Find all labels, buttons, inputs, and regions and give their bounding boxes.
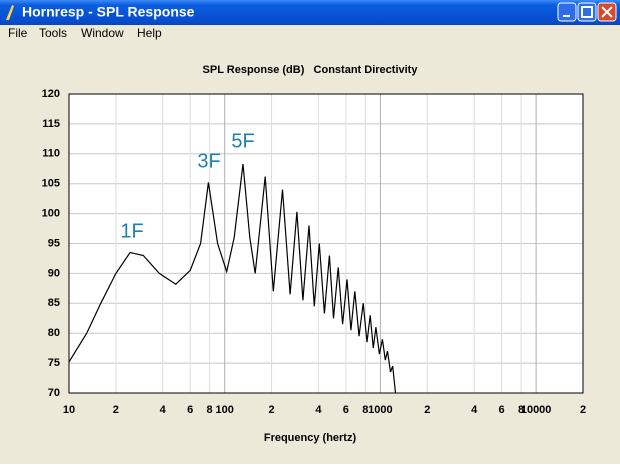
x-tick-label: 10 [63,404,75,416]
plot-frame [68,93,584,394]
title-bar [0,0,620,25]
x-axis-label: Frequency (hertz) [264,432,357,444]
y-tick-label: 115 [42,118,60,130]
x-tick-label: 4 [471,404,478,416]
chart-title: SPL Response (dB) Constant Directivity [203,64,419,76]
y-tick-label: 70 [48,387,60,399]
x-tick-label: 6 [343,404,349,416]
x-tick-label: 4 [160,404,167,416]
y-tick-label: 110 [42,148,60,160]
x-tick-label: 2 [424,404,430,416]
y-tick-label: 100 [42,208,60,220]
x-tick-label: 8 [362,404,368,416]
menu-item[interactable]: Help [137,26,162,40]
y-tick-label: 80 [48,327,60,339]
app-icon [6,5,14,20]
annotation: 1F [120,220,143,242]
y-tick-label: 85 [48,297,60,309]
y-tick-label: 95 [48,237,60,249]
annotation: 5F [231,130,254,152]
y-tick-label: 105 [42,178,60,190]
x-tick-label: 1000 [368,404,392,416]
x-tick-label: 6 [187,404,193,416]
window-title: Hornresp - SPL Response [22,4,195,20]
x-tick-label: 2 [269,404,275,416]
menu-item[interactable]: File [8,26,28,40]
menu-item[interactable]: Window [81,26,124,40]
minimize-button[interactable] [557,2,577,22]
x-tick-label: 6 [499,404,505,416]
window-controls[interactable] [557,2,617,22]
x-tick-label: 4 [315,404,322,416]
y-tick-label: 90 [48,267,60,279]
x-tick-label: 2 [113,404,119,416]
x-tick-label: 100 [216,404,234,416]
x-tick-label: 2 [580,404,586,416]
response-line [68,163,397,394]
y-tick-label: 120 [42,88,60,100]
annotation: 3F [197,150,220,172]
menu-item[interactable]: Tools [39,26,67,40]
maximize-button[interactable] [577,2,597,22]
x-tick-label: 8 [207,404,213,416]
x-tick-label: 10000 [521,404,552,416]
y-tick-label: 75 [48,357,60,369]
x-tick-label: 8 [518,404,524,416]
